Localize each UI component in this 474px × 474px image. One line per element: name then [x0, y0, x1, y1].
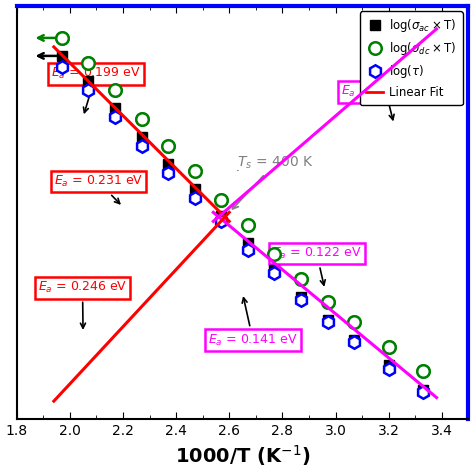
Legend: log($\sigma_{ac}\times$T), log($\sigma_{dc}\times$T), log($\tau$), Linear Fit: log($\sigma_{ac}\times$T), log($\sigma_{… [360, 11, 463, 105]
X-axis label: 1000/T (K$^{-1}$): 1000/T (K$^{-1}$) [175, 444, 310, 468]
Text: 2.63: 2.63 [237, 170, 240, 171]
Text: $E_a$ = 0.246 eV: $E_a$ = 0.246 eV [38, 280, 127, 328]
Text: $E_a$ = 0.141 eV: $E_a$ = 0.141 eV [208, 298, 298, 347]
Text: $E_a$ = 0.122 eV: $E_a$ = 0.122 eV [272, 246, 362, 285]
Text: $E_a$ = 0.231 eV: $E_a$ = 0.231 eV [54, 174, 143, 204]
Text: $E_a$ = 0.199 eV: $E_a$ = 0.199 eV [51, 66, 141, 113]
Text: $E_a$ = 0.124 eV: $E_a$ = 0.124 eV [341, 84, 431, 120]
Text: $T_s$ = 400 K: $T_s$ = 400 K [233, 155, 314, 209]
